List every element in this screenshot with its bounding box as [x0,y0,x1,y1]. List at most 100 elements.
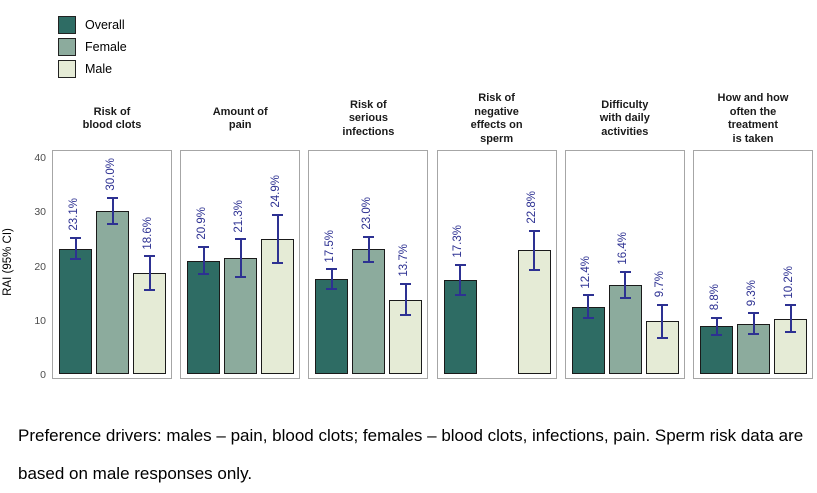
facet-title-line: often the [729,105,777,118]
bar-value-label: 17.5% [323,229,336,263]
error-bar-cap [144,255,155,258]
facet-panel: 20.9% 21.3% 24.9% [180,150,301,379]
bar-value-label: 22.8% [526,191,539,224]
facet-panel: 23.1% 30.0% 18.6% [52,150,172,379]
facet-title-line: effects on [470,119,523,131]
facet-title-line: serious [348,112,388,125]
error-bar-cap [454,263,466,266]
y-axis-title: RAI (95% CI) [2,228,14,296]
error-bar-cap [619,297,631,300]
error-bar-cap [785,331,796,334]
facet-title-line: activities [601,125,649,138]
error-bar-cap [272,213,284,216]
error-bar-line [752,313,755,334]
bar-value-label: 16.4% [617,232,630,266]
error-bar-line [533,230,536,270]
facet-title: Risk of blood clots [46,90,178,148]
error-bar-line [330,269,333,289]
bar-value-label: 30.0% [104,158,117,191]
error-bar-cap [363,235,375,238]
bar-value-label: 21.3% [232,199,245,233]
error-bar-cap [619,271,631,274]
bar-female [608,285,642,374]
bar-value-label: 8.8% [708,284,721,311]
legend-label: Male [85,61,113,76]
bar-value-label: 18.6% [141,216,154,250]
error-bar-cap [711,333,722,336]
bar-overall [187,260,221,374]
facet-title-line: Difficulty [601,98,649,111]
legend-swatch-female [58,37,76,56]
error-bar-cap [198,245,210,248]
bar-value-label: 23.0% [360,197,373,230]
error-bar-cap [582,294,594,297]
error-bar-cap [272,262,284,265]
error-bar-cap [235,276,247,279]
y-tick-label: 0 [40,369,46,381]
error-bar-cap [70,236,81,239]
facet-panel: 8.8% 9.3% 10.2% [693,150,813,379]
facet-title-line: blood clots [82,119,142,131]
error-bar-line [276,214,279,264]
error-bar-cap [656,303,668,306]
error-bar-cap [235,238,247,241]
error-bar-cap [454,294,466,297]
error-bar-line [624,272,627,299]
bar-overall [59,248,92,374]
error-bar-line [715,317,718,335]
error-bar-cap [400,314,412,317]
caption: Preference drivers: males – pain, blood … [18,426,804,483]
bar-male [517,250,551,374]
error-bar-line [789,305,792,333]
facet-title-line: How and how [717,92,789,104]
error-bar-line [404,283,407,316]
bar-female [352,249,386,374]
error-bar-cap [326,287,338,290]
legend-swatch-overall [58,15,76,34]
error-bar-cap [107,223,118,226]
facet-title-line: Amount of [212,105,268,118]
facet-title: Risk of serious infections [302,90,434,148]
facet-panel: 12.4% 16.4% 9.7% [564,150,685,379]
error-bar-line [239,239,242,278]
legend-label: Overall [85,17,125,32]
y-tick-label: 10 [34,314,46,327]
legend-item: Male [58,59,127,78]
error-bar-line [148,256,151,290]
facet-title-line: with daily [599,112,650,125]
facet-title-line: is taken [732,132,774,145]
error-bar-line [74,237,77,259]
facet-title: Risk of negative effects on sperm [431,90,563,148]
facet-title-line: pain [228,119,252,131]
error-bar-cap [582,317,594,320]
legend-swatch-male [58,59,76,78]
legend: Overall Female Male [58,15,127,82]
bar-value-label: 12.4% [580,255,593,289]
facet-title-line: infections [342,125,395,138]
facet-title-line: negative [474,105,519,118]
facet-title-line: Risk of [350,98,387,111]
y-tick-label: 20 [34,260,46,273]
facet-title: Amount of pain [174,90,306,148]
y-tick-label: 30 [34,206,46,219]
error-bar-cap [363,260,375,263]
bar-female [96,211,129,374]
error-bar-cap [711,316,722,319]
error-bar-line [202,246,205,275]
facet-title: Difficulty with daily activities [559,90,691,148]
error-bar-line [111,197,114,225]
error-bar-cap [198,273,210,276]
facet-panel: 17.5% 23.0% 13.7% [308,150,429,379]
error-bar-cap [107,196,118,199]
error-bar-cap [400,282,412,285]
error-bar-cap [528,268,540,271]
legend-label: Female [85,39,127,54]
error-bar-cap [748,312,759,315]
bar-value-label: 17.3% [452,225,465,258]
error-bar-cap [656,337,668,340]
facet-title-line: Risk of [478,92,515,104]
error-bar-line [459,264,462,296]
bar-value-label: 23.1% [67,198,80,231]
error-bar-cap [785,304,796,307]
facet-title-line: Risk of [93,105,131,118]
